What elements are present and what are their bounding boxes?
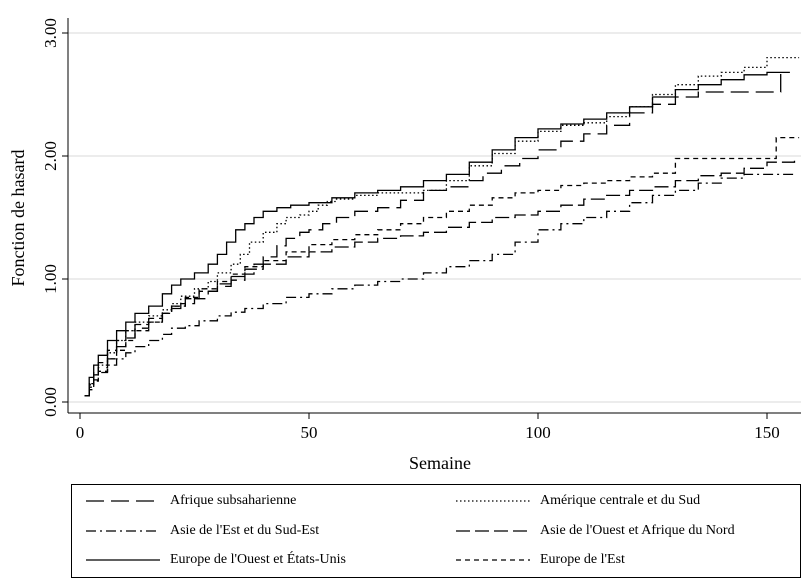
legend-item: Amérique centrale et du Sud xyxy=(456,491,700,511)
gridlines xyxy=(68,32,801,403)
x-tick-label: 100 xyxy=(525,423,551,442)
legend-swatch xyxy=(456,559,530,561)
legend-item: Asie de l'Ouest et Afrique du Nord xyxy=(456,521,735,541)
x-tick-label: 150 xyxy=(754,423,780,442)
series-layer xyxy=(84,56,800,397)
legend-item: Afrique subsaharienne xyxy=(86,491,296,511)
legend-swatch xyxy=(86,530,160,532)
series-line xyxy=(84,158,796,397)
axes: 0.00 1.00 2.00 3.00 0 50 100 150 xyxy=(41,18,801,442)
x-tick-label: 50 xyxy=(301,423,318,442)
legend-swatch xyxy=(86,559,160,561)
y-tick-label: 3.00 xyxy=(41,18,60,48)
y-tick-label: 2.00 xyxy=(41,141,60,171)
x-axis-title: Semaine xyxy=(409,453,471,473)
legend: Afrique subsaharienne Amérique centrale … xyxy=(71,484,801,578)
legend-item: Asie de l'Est et du Sud-Est xyxy=(86,521,319,541)
legend-label: Afrique subsaharienne xyxy=(170,493,297,508)
chart-canvas: 0.00 1.00 2.00 3.00 0 50 100 150 Semaine Foncti… xyxy=(8,18,801,473)
legend-label: Europe de l'Est xyxy=(540,552,625,567)
legend-item: Europe de l'Est xyxy=(456,550,625,570)
series-line xyxy=(84,73,782,397)
series-line xyxy=(84,71,790,397)
y-tick-label: 0.00 xyxy=(41,387,60,417)
legend-label: Amérique centrale et du Sud xyxy=(540,493,701,508)
series-line xyxy=(84,173,795,397)
y-axis-title: Fonction de hasard xyxy=(8,150,28,287)
legend-swatch xyxy=(456,530,530,532)
legend-label: Asie de l'Ouest et Afrique du Nord xyxy=(540,523,735,538)
y-tick-label: 1.00 xyxy=(41,264,60,294)
x-tick-label: 0 xyxy=(76,423,85,442)
legend-label: Asie de l'Est et du Sud-Est xyxy=(170,523,320,538)
legend-swatch xyxy=(456,500,530,502)
series-line xyxy=(84,56,800,397)
legend-label: Europe de l'Ouest et États-Unis xyxy=(170,552,346,567)
legend-item: Europe de l'Ouest et États-Unis xyxy=(86,550,346,570)
legend-swatch xyxy=(86,500,160,502)
series-line xyxy=(84,136,800,397)
